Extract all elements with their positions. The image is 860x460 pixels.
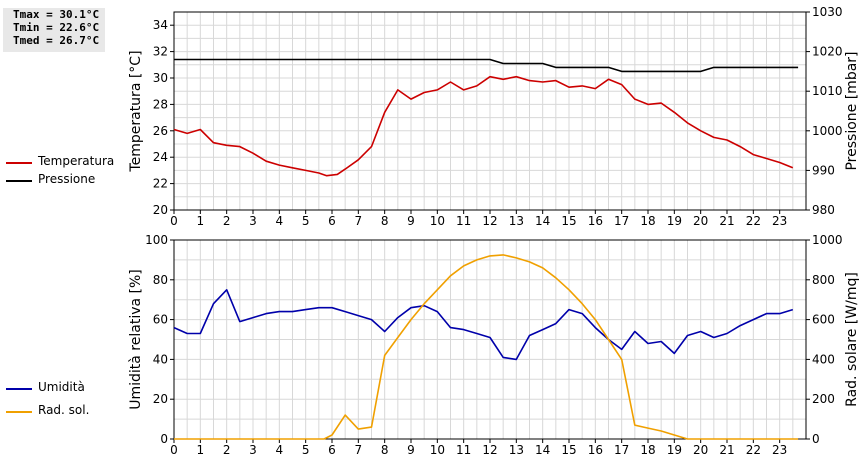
- y2-tick-label: 200: [812, 392, 835, 406]
- x-tick-label: 16: [588, 443, 603, 457]
- x-tick-label: 16: [588, 214, 603, 228]
- x-tick-label: 17: [614, 214, 629, 228]
- series-line-pressione: [174, 58, 799, 73]
- y2-tick-label: 0: [812, 432, 820, 446]
- x-tick-label: 14: [535, 443, 550, 457]
- x-tick-label: 17: [614, 443, 629, 457]
- tmin-text: Tmin = 22.6°C: [13, 21, 100, 34]
- x-tick-label: 7: [355, 214, 363, 228]
- y-tick-label: 100: [145, 233, 168, 247]
- legend-swatch-temperatura: [6, 162, 32, 164]
- y2-tick-label: 1000: [812, 124, 843, 138]
- y2-tick-label: 980: [812, 203, 835, 217]
- y-tick-label: 32: [153, 45, 168, 59]
- x-tick-label: 8: [381, 214, 389, 228]
- y-tick-label: 22: [153, 177, 168, 191]
- y-tick-label: 30: [153, 71, 168, 85]
- x-tick-label: 12: [482, 214, 497, 228]
- y2-tick-label: 1020: [812, 45, 843, 59]
- x-tick-label: 19: [667, 214, 682, 228]
- legend-swatch-umidita: [6, 388, 32, 390]
- x-tick-label: 15: [561, 443, 576, 457]
- x-tick-label: 3: [249, 443, 257, 457]
- x-tick-label: 0: [170, 443, 178, 457]
- y-tick-label: 24: [153, 150, 168, 164]
- legend-swatch-pressione: [6, 180, 32, 182]
- y-tick-label: 60: [153, 313, 168, 327]
- x-tick-label: 21: [719, 443, 734, 457]
- y-axis-label: Temperatura [°C]: [128, 50, 144, 172]
- x-tick-label: 23: [772, 443, 787, 457]
- series-line-temperatura: [173, 75, 794, 177]
- legend-label-umidita: Umidità: [38, 380, 85, 394]
- x-tick-label: 8: [381, 443, 389, 457]
- x-tick-label: 5: [302, 443, 310, 457]
- x-tick-label: 3: [249, 214, 257, 228]
- y-tick-label: 0: [160, 432, 168, 446]
- y-tick-label: 28: [153, 97, 168, 111]
- x-tick-label: 2: [223, 443, 231, 457]
- x-tick-label: 4: [276, 443, 284, 457]
- x-tick-label: 2: [223, 214, 231, 228]
- x-tick-label: 6: [328, 443, 336, 457]
- legend-swatch-radsol: [6, 411, 32, 413]
- x-tick-label: 19: [667, 443, 682, 457]
- y2-tick-label: 1010: [812, 84, 843, 98]
- x-tick-label: 21: [719, 214, 734, 228]
- x-tick-label: 9: [407, 214, 415, 228]
- x-tick-label: 1: [197, 443, 205, 457]
- y2-tick-label: 600: [812, 313, 835, 327]
- x-tick-label: 11: [456, 443, 471, 457]
- x-tick-label: 18: [640, 214, 655, 228]
- x-tick-label: 5: [302, 214, 310, 228]
- y2-tick-label: 990: [812, 163, 835, 177]
- y-tick-label: 26: [153, 124, 168, 138]
- y-tick-label: 20: [153, 392, 168, 406]
- series-line-rad-sol-: [174, 254, 799, 440]
- x-tick-label: 11: [456, 214, 471, 228]
- y-tick-label: 80: [153, 273, 168, 287]
- stats-box: Tmax = 30.1°C Tmin = 22.6°C Tmed = 26.7°…: [3, 8, 105, 52]
- x-tick-label: 20: [693, 443, 708, 457]
- x-tick-label: 18: [640, 443, 655, 457]
- x-tick-label: 13: [509, 214, 524, 228]
- x-tick-label: 15: [561, 214, 576, 228]
- x-tick-label: 14: [535, 214, 550, 228]
- x-tick-label: 0: [170, 214, 178, 228]
- tmax-text: Tmax = 30.1°C: [13, 8, 100, 21]
- x-tick-label: 20: [693, 214, 708, 228]
- legend-label-pressione: Pressione: [38, 172, 96, 186]
- series-line-umidit-: [173, 288, 794, 361]
- x-tick-label: 23: [772, 214, 787, 228]
- legend-label-radsol: Rad. sol.: [38, 403, 90, 417]
- y2-axis-label: Pressione [mbar]: [844, 51, 860, 170]
- y2-tick-label: 1030: [812, 5, 843, 19]
- y2-tick-label: 400: [812, 352, 835, 366]
- y-tick-label: 20: [153, 203, 168, 217]
- x-tick-label: 4: [276, 214, 284, 228]
- panel-bottom: 0 1 2 3 4 5 6 7 8 9 10 11 12 13 14 15 16 17 18 19 20 21 22 2302…: [128, 233, 860, 457]
- x-tick-label: 12: [482, 443, 497, 457]
- x-tick-label: 9: [407, 443, 415, 457]
- y-axis-label: Umidità relativa [%]: [128, 269, 144, 410]
- tmed-text: Tmed = 26.7°C: [13, 34, 100, 47]
- x-tick-label: 22: [746, 443, 761, 457]
- legend-label-temperatura: Temperatura: [38, 154, 115, 168]
- x-tick-label: 13: [509, 443, 524, 457]
- x-tick-label: 22: [746, 214, 761, 228]
- y-tick-label: 34: [153, 18, 168, 32]
- x-tick-label: 10: [430, 443, 445, 457]
- x-tick-label: 10: [430, 214, 445, 228]
- y2-axis-label: Rad. solare [W/mq]: [844, 272, 860, 407]
- x-tick-label: 6: [328, 214, 336, 228]
- x-tick-label: 7: [355, 443, 363, 457]
- y2-tick-label: 800: [812, 273, 835, 287]
- panel-top: 0 1 2 3 4 5 6 7 8 9 10 11 12 13 14 15 16 17 18 19 20 21 22 2320…: [128, 5, 860, 228]
- x-tick-label: 1: [197, 214, 205, 228]
- y-tick-label: 40: [153, 352, 168, 366]
- y2-tick-label: 1000: [812, 233, 843, 247]
